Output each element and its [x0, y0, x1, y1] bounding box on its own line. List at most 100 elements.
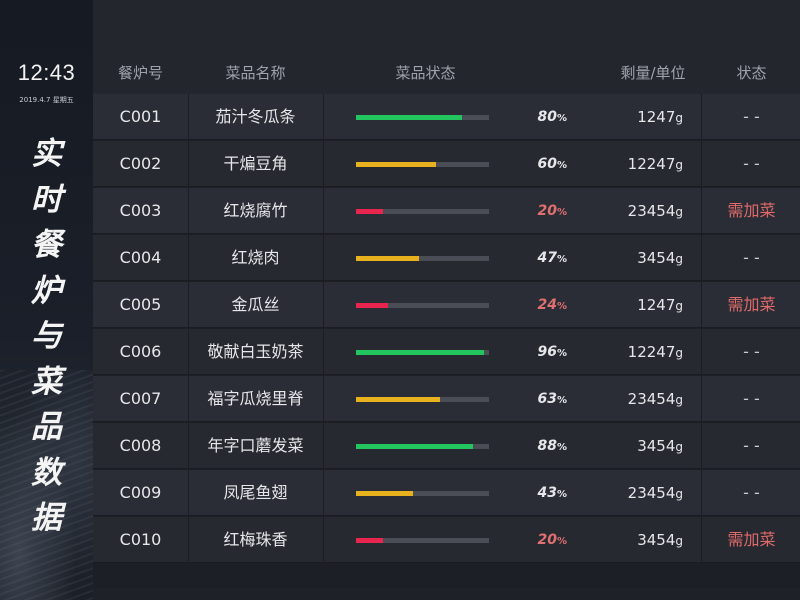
level-percent: 20% — [535, 188, 567, 234]
page-title-char: 数 — [31, 454, 62, 491]
column-divider — [701, 423, 702, 469]
level-percent-value: 88 — [537, 438, 557, 454]
level-bar — [356, 397, 489, 402]
remaining-qty-unit: g — [675, 205, 683, 219]
level-percent: 43% — [535, 470, 567, 516]
level-percent-unit: % — [556, 489, 567, 500]
dish-name: 金瓜丝 — [231, 295, 280, 314]
dish-name: 茄汁冬瓜条 — [215, 107, 296, 126]
table-row: C004 红烧肉 47% 3454g - - — [93, 235, 800, 281]
remaining-qty-value: 1247 — [637, 296, 676, 314]
column-divider — [188, 141, 189, 187]
footer-band — [93, 588, 800, 600]
page-title-char: 时 — [31, 181, 62, 218]
level-bar-fill — [356, 538, 383, 543]
column-divider — [188, 235, 189, 281]
column-divider — [701, 376, 702, 422]
level-bar — [356, 491, 489, 496]
level-bar — [356, 303, 489, 308]
dish-name: 凤尾鱼翅 — [223, 483, 288, 502]
level-percent-unit: % — [556, 395, 567, 406]
table-row: C005 金瓜丝 24% 1247g 需加菜 — [93, 282, 800, 328]
stove-status: 需加菜 — [727, 295, 776, 314]
dish-name: 红烧腐竹 — [223, 201, 288, 220]
remaining-qty-unit: g — [675, 487, 683, 501]
remaining-qty-unit: g — [675, 111, 683, 125]
remaining-qty: 3454g — [593, 235, 683, 281]
stove-id: C002 — [119, 154, 162, 173]
level-percent-unit: % — [556, 301, 567, 312]
column-divider — [188, 517, 189, 563]
sidebar-background-art — [0, 370, 93, 600]
remaining-qty-value: 23454 — [627, 484, 676, 502]
stove-table: 餐炉号 菜品名称 菜品状态 剩量/单位 状态 C001 茄汁冬瓜条 80% 1247g… — [93, 52, 800, 588]
dish-name: 敬献白玉奶茶 — [207, 342, 304, 361]
remaining-qty-value: 23454 — [627, 390, 676, 408]
header-stove-no: 餐炉号 — [117, 64, 163, 82]
remaining-qty-value: 12247 — [627, 155, 676, 173]
remaining-qty: 1247g — [593, 94, 683, 140]
stove-id: C004 — [119, 248, 162, 267]
stove-status: - - — [743, 483, 760, 502]
dish-name: 红梅珠香 — [223, 530, 288, 549]
stove-status: - - — [743, 248, 760, 267]
column-divider — [323, 517, 324, 563]
remaining-qty-unit: g — [675, 158, 683, 172]
level-bar — [356, 538, 489, 543]
level-percent: 88% — [535, 423, 567, 469]
dish-name: 干煸豆角 — [223, 154, 288, 173]
top-band — [93, 0, 800, 52]
stove-id: C009 — [119, 483, 162, 502]
remaining-qty-unit: g — [675, 299, 683, 313]
column-divider — [323, 235, 324, 281]
column-divider — [323, 470, 324, 516]
table-row: C001 茄汁冬瓜条 80% 1247g - - — [93, 94, 800, 140]
column-divider — [323, 423, 324, 469]
stove-id: C005 — [119, 295, 162, 314]
level-bar — [356, 115, 489, 120]
column-divider — [188, 329, 189, 375]
stove-id: C010 — [119, 530, 162, 549]
page-title-char: 据 — [31, 500, 62, 536]
table-row: C006 敬献白玉奶茶 96% 12247g - - — [93, 329, 800, 375]
remaining-qty-unit: g — [675, 252, 683, 266]
remaining-qty: 3454g — [593, 423, 683, 469]
level-percent: 47% — [535, 235, 567, 281]
level-percent-unit: % — [556, 348, 567, 359]
remaining-qty-value: 1247 — [637, 108, 676, 126]
level-percent: 20% — [535, 517, 567, 563]
stove-id: C007 — [119, 389, 162, 408]
level-bar — [356, 256, 489, 261]
column-divider — [188, 94, 189, 140]
header-dish-status: 菜品状态 — [395, 64, 456, 82]
stove-status: - - — [743, 154, 760, 173]
level-bar-fill — [356, 350, 484, 355]
stove-status: 需加菜 — [727, 530, 776, 549]
level-percent-unit: % — [556, 207, 567, 218]
remaining-qty: 23454g — [593, 470, 683, 516]
remaining-qty: 12247g — [593, 141, 683, 187]
remaining-qty-value: 3454 — [637, 437, 676, 455]
column-divider — [188, 470, 189, 516]
level-bar — [356, 209, 489, 214]
remaining-qty-unit: g — [675, 393, 683, 407]
level-percent: 96% — [535, 329, 567, 375]
column-divider — [701, 141, 702, 187]
stove-id: C008 — [119, 436, 162, 455]
level-percent-unit: % — [556, 442, 567, 453]
page-title-char: 餐 — [31, 227, 62, 263]
level-percent-value: 63 — [537, 391, 557, 407]
clock-date: 2019.4.7 星期五 — [19, 96, 74, 104]
remaining-qty: 23454g — [593, 188, 683, 234]
header-remaining: 剩量/单位 — [620, 64, 686, 82]
level-bar-fill — [356, 115, 463, 120]
level-percent-unit: % — [556, 160, 567, 171]
level-bar — [356, 350, 489, 355]
remaining-qty-unit: g — [675, 440, 683, 454]
dish-name: 年字口蘑发菜 — [207, 436, 304, 455]
dish-name: 红烧肉 — [231, 248, 280, 267]
table-row: C002 干煸豆角 60% 12247g - - — [93, 141, 800, 187]
remaining-qty-value: 12247 — [627, 343, 676, 361]
level-percent-unit: % — [556, 536, 567, 547]
level-percent-unit: % — [556, 254, 567, 265]
